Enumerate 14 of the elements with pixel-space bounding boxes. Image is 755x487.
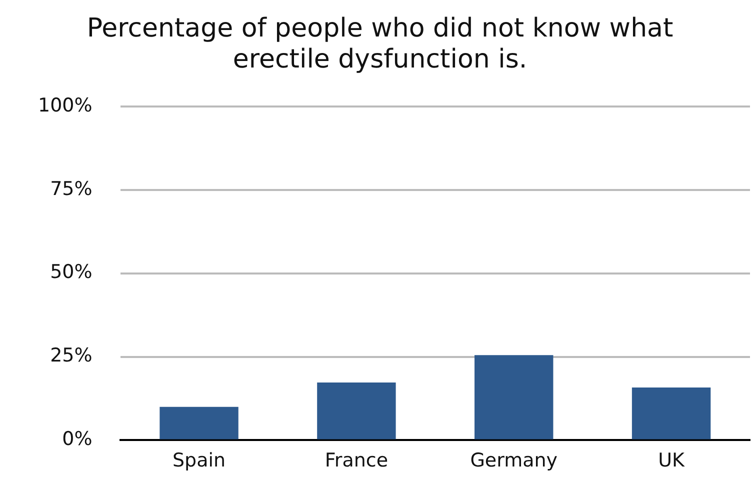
bar [160, 406, 238, 440]
x-tick-label: Germany [470, 450, 558, 472]
x-tick-label: UK [658, 450, 686, 472]
x-tick-label: Spain [172, 450, 226, 472]
y-tick-label: 25% [50, 344, 92, 367]
bar [317, 382, 396, 440]
y-tick-label: 100% [38, 94, 92, 116]
y-tick-label: 50% [50, 261, 92, 284]
bar [474, 355, 554, 440]
chart-title: Percentage of people who did not know what erectile dysfunction is. [86, 13, 674, 75]
x-tick-label: France [324, 450, 388, 472]
y-tick-label: 75% [50, 178, 92, 200]
bar [632, 387, 711, 440]
y-tick-label: 0% [62, 428, 92, 450]
